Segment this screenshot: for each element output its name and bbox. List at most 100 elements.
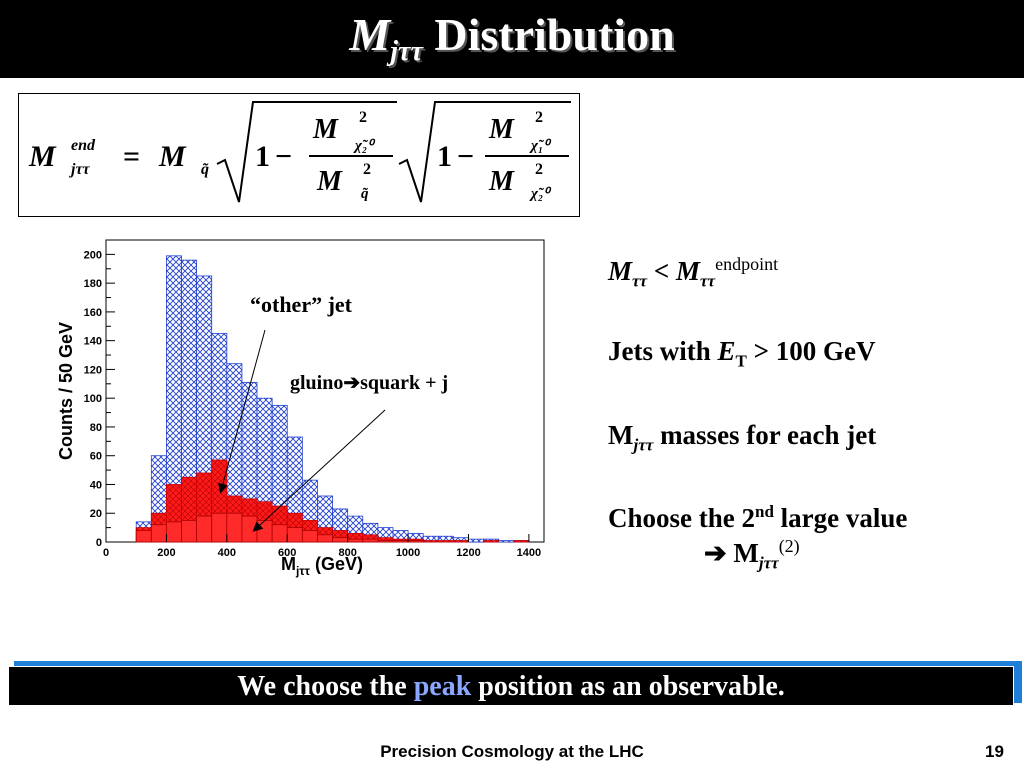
frac2-den-sub: χ̃₂⁰ <box>529 186 552 202</box>
mjtautau-histogram: 0 200 400 600 800 1000 1200 1400 0 20 40 60 80 100 120… <box>56 239 545 578</box>
bin-red-inner-500 <box>256 520 273 543</box>
bin-red-filled-1100 <box>437 540 454 543</box>
b1-sub: ττ <box>632 271 648 291</box>
bin-red-filled-1350 <box>513 540 530 543</box>
frac1-num-sq: 2 <box>359 109 367 126</box>
frac2-num-sq: 2 <box>535 109 543 126</box>
annotation-gluino-pre: gluino <box>290 372 343 394</box>
b1-m2: M <box>676 256 701 286</box>
frac2-den-sq: 2 <box>535 161 543 178</box>
bin-red-filled-1250 <box>483 540 500 543</box>
x-tick-label-1400: 1400 <box>517 547 541 559</box>
annotation-arrow-other-jet <box>218 329 266 494</box>
b5-sup: (2) <box>778 536 800 556</box>
b4-sup: nd <box>755 502 774 521</box>
page-number: 19 <box>985 742 1004 761</box>
bullet-jets: Jets with ET > 100 GeV <box>608 336 875 371</box>
sqrt-sign-1 <box>216 101 397 203</box>
frac2-den: M <box>488 166 515 197</box>
histogram-bins <box>135 255 530 543</box>
frac1-num-sub: χ̃₂⁰ <box>353 138 376 154</box>
x-axis-label: Mjττ (GeV) <box>281 554 363 578</box>
bin-red-inner-700 <box>317 534 333 543</box>
bin-red-inner-350 <box>211 512 228 543</box>
sqrt-sign-2 <box>398 101 571 203</box>
x-tick-label-400: 400 <box>218 547 236 559</box>
axes: 0 200 400 600 800 1000 1200 1400 0 20 40 60 80 100 120… <box>84 239 541 559</box>
x-tick-label-1200: 1200 <box>456 547 480 559</box>
y-tick-label-200: 200 <box>84 249 102 261</box>
x-tick-label-800: 800 <box>338 547 356 559</box>
formula-m-sub: q̃ <box>201 161 209 178</box>
b1-m: M <box>608 256 633 286</box>
frac1-den-sub: q̃ <box>361 186 369 202</box>
y-tick-label-100: 100 <box>84 393 102 405</box>
frac2-num: M <box>488 114 515 145</box>
x-axis-label-m: M <box>281 554 296 574</box>
frac1-num: M <box>312 114 339 145</box>
formula-lhs-sup: end <box>71 137 96 154</box>
b5-m: M <box>733 538 759 568</box>
x-tick-label-600: 600 <box>278 547 296 559</box>
bin-red-filled-1150 <box>452 540 469 543</box>
b4-text: Choose the 2 <box>608 503 755 533</box>
bin-red-inner-550 <box>271 524 288 543</box>
x-tick-label-1000: 1000 <box>396 547 420 559</box>
b2-e: E <box>717 336 736 366</box>
y-tick-label-80: 80 <box>90 422 102 434</box>
frac2-num-sub: χ̃₁⁰ <box>529 138 552 154</box>
bin-red-inner-600 <box>286 527 303 543</box>
y-tick-label-120: 120 <box>84 364 102 376</box>
x-tick-label-200: 200 <box>157 547 175 559</box>
bin-red-inner-950 <box>392 540 409 543</box>
b2-text: Jets with <box>608 336 718 366</box>
bin-red-inner-200 <box>166 521 182 543</box>
bullet-result: ➔ Mjττ(2) <box>704 536 800 573</box>
formula-minus-1: − <box>275 140 292 173</box>
title-word: Distribution <box>422 9 675 60</box>
annotation-gluino: gluino➔squark + j <box>290 372 448 394</box>
bin-red-filled-1050 <box>422 540 439 543</box>
formula-box: M end jττ = M q̃ 1 − M 2 χ̃₂⁰ M 2 q̃ 1 −… <box>18 93 580 217</box>
conclusion-banner: We choose the peak position as an observ… <box>8 666 1014 706</box>
annotation-arrow-gluino <box>252 409 386 532</box>
bin-red-inner-650 <box>301 530 318 543</box>
bin-red-inner-800 <box>347 538 364 543</box>
frac1-den: M <box>316 166 343 197</box>
x-axis-label-unit: (GeV) <box>310 554 363 574</box>
b3-m: M <box>608 420 634 450</box>
frac1-den-sq: 2 <box>363 161 371 178</box>
b4-rest: large value <box>773 503 908 533</box>
bin-red-inner-850 <box>362 538 379 543</box>
title-bar <box>0 0 1024 78</box>
bin-red-inner-450 <box>241 515 258 543</box>
annotation-gluino-arrow: ➔ <box>343 372 360 394</box>
bin-red-inner-150 <box>150 524 167 543</box>
slide-title: Mjττ Distribution <box>0 8 1024 68</box>
formula-m: M <box>158 140 187 173</box>
b1-sup: endpoint <box>715 254 779 274</box>
y-tick-label-60: 60 <box>90 451 102 463</box>
bin-red-inner-250 <box>181 520 198 543</box>
formula-eq: = <box>123 140 140 173</box>
b2-sub: T <box>735 351 747 371</box>
b3-rest: masses for each jet <box>653 420 877 450</box>
bullet-choose: Choose the 2nd large value <box>608 502 907 534</box>
formula-lhs: M <box>28 140 57 173</box>
title-symbol: M <box>349 9 391 60</box>
bin-red-inner-750 <box>332 537 349 543</box>
bin-blue-hatched-1300 <box>498 540 515 543</box>
b5-arrow: ➔ <box>704 538 734 568</box>
series-red-inner <box>135 512 424 543</box>
bullet-endpoint: Mττ < Mττendpoint <box>608 254 778 291</box>
formula-minus-2: − <box>457 140 474 173</box>
y-tick-label-180: 180 <box>84 278 102 290</box>
banner-peak: peak <box>413 671 472 702</box>
formula-one-1: 1 <box>255 140 270 173</box>
bin-blue-hatched-1200 <box>468 538 484 543</box>
b1-sub2: ττ <box>700 271 716 291</box>
formula-one-2: 1 <box>437 140 452 173</box>
y-axis-label: Counts / 50 GeV <box>56 322 76 460</box>
title-subscript: jττ <box>390 36 423 68</box>
footer-title: Precision Cosmology at the LHC <box>380 742 644 761</box>
